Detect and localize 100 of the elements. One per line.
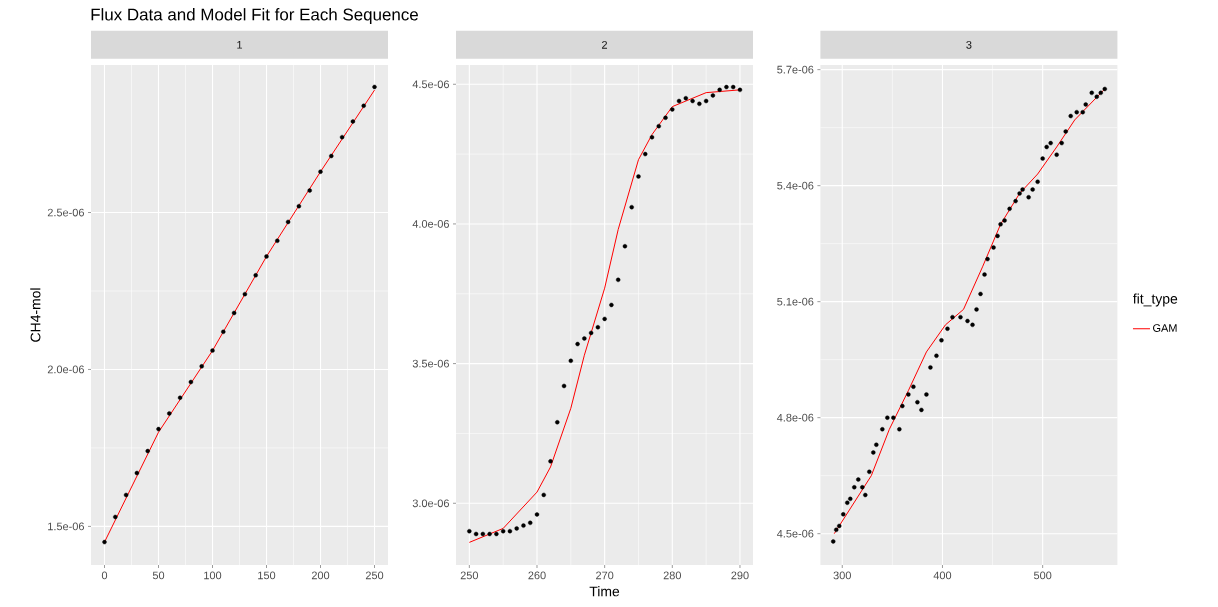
chart-subtitle: 3 xyxy=(966,40,972,49)
point xyxy=(1040,156,1045,161)
point xyxy=(998,222,1003,227)
point xyxy=(275,238,280,243)
x-tick-label: 500 xyxy=(1033,571,1052,580)
point xyxy=(123,492,129,498)
x-tick-label: 200 xyxy=(311,571,330,580)
point xyxy=(361,103,366,108)
point xyxy=(339,134,345,140)
point xyxy=(500,529,506,534)
x-tick-label: 0 xyxy=(101,571,108,580)
point xyxy=(595,325,601,330)
point xyxy=(880,427,885,432)
point xyxy=(636,174,641,179)
point xyxy=(649,135,655,140)
point xyxy=(900,403,905,409)
point xyxy=(221,329,226,334)
point xyxy=(507,529,513,534)
point xyxy=(852,485,857,490)
point xyxy=(1044,144,1049,150)
point xyxy=(1068,113,1073,119)
y-axis-title: CH4-mol xyxy=(30,288,41,342)
point xyxy=(177,395,183,400)
point xyxy=(915,400,920,405)
point xyxy=(102,539,107,545)
point xyxy=(188,379,194,385)
legend-title: fit_type xyxy=(1133,293,1178,307)
point xyxy=(1020,187,1025,192)
point xyxy=(690,98,695,104)
point xyxy=(871,450,876,455)
point xyxy=(860,485,865,490)
point xyxy=(494,531,499,537)
point xyxy=(697,101,702,107)
point xyxy=(350,119,356,124)
point xyxy=(1048,140,1053,146)
y-tick-label: 4.0e-06 xyxy=(412,220,449,228)
y-tick-label: 4.8e-06 xyxy=(776,413,814,422)
point xyxy=(609,302,614,308)
point xyxy=(683,96,689,101)
point xyxy=(885,415,890,420)
y-tick-label: 1.5e-06 xyxy=(48,522,84,531)
point xyxy=(622,244,628,249)
y-tick-label: 3.0e-06 xyxy=(412,499,449,508)
point xyxy=(1094,94,1099,99)
point xyxy=(1013,198,1018,204)
point xyxy=(541,492,546,498)
point xyxy=(867,469,872,474)
point xyxy=(995,233,1000,239)
y-tick-label: 5.4e-06 xyxy=(777,181,814,190)
y-tick-label: 5.1e-06 xyxy=(777,297,814,306)
point xyxy=(555,420,560,425)
point xyxy=(837,523,842,529)
point xyxy=(199,364,204,369)
point xyxy=(629,204,634,210)
point xyxy=(296,204,302,209)
point xyxy=(841,512,846,517)
point xyxy=(676,98,682,104)
point xyxy=(615,277,621,282)
x-tick-label: 150 xyxy=(258,571,276,580)
chart-title: Flux Data and Model Fit for Each Sequence xyxy=(91,8,418,24)
x-axis-title: Time xyxy=(589,586,620,597)
point xyxy=(264,254,269,259)
x-tick-label: 250 xyxy=(365,571,384,580)
point xyxy=(480,531,486,537)
chart-subtitle: 2 xyxy=(602,41,608,49)
point xyxy=(242,291,248,297)
point xyxy=(534,512,540,517)
point xyxy=(656,123,661,129)
point xyxy=(982,272,987,277)
point xyxy=(1098,90,1103,96)
point xyxy=(514,526,519,531)
point xyxy=(588,330,594,336)
point xyxy=(958,314,963,320)
point xyxy=(924,392,929,397)
point xyxy=(318,169,323,174)
point xyxy=(856,477,861,482)
point xyxy=(521,523,526,528)
x-tick-label: 280 xyxy=(663,571,681,580)
point xyxy=(945,326,950,331)
point xyxy=(970,322,975,328)
point xyxy=(939,338,944,343)
point xyxy=(831,539,836,544)
point xyxy=(307,188,312,193)
point xyxy=(928,365,933,370)
x-tick-label: 290 xyxy=(731,571,749,580)
point xyxy=(1074,109,1079,115)
y-tick-label: 2.0e-06 xyxy=(47,365,84,374)
point xyxy=(575,341,580,347)
point xyxy=(703,98,709,104)
point xyxy=(253,273,258,278)
y-tick-label: 2.5e-06 xyxy=(47,208,84,217)
point xyxy=(487,531,492,537)
point xyxy=(863,492,868,498)
y-tick-label: 3.5e-06 xyxy=(412,359,449,368)
point xyxy=(372,84,377,90)
point xyxy=(1059,140,1064,146)
point xyxy=(874,442,879,447)
x-tick-label: 50 xyxy=(152,571,165,580)
point xyxy=(1002,218,1007,223)
y-tick-label: 4.5e-06 xyxy=(776,529,814,538)
